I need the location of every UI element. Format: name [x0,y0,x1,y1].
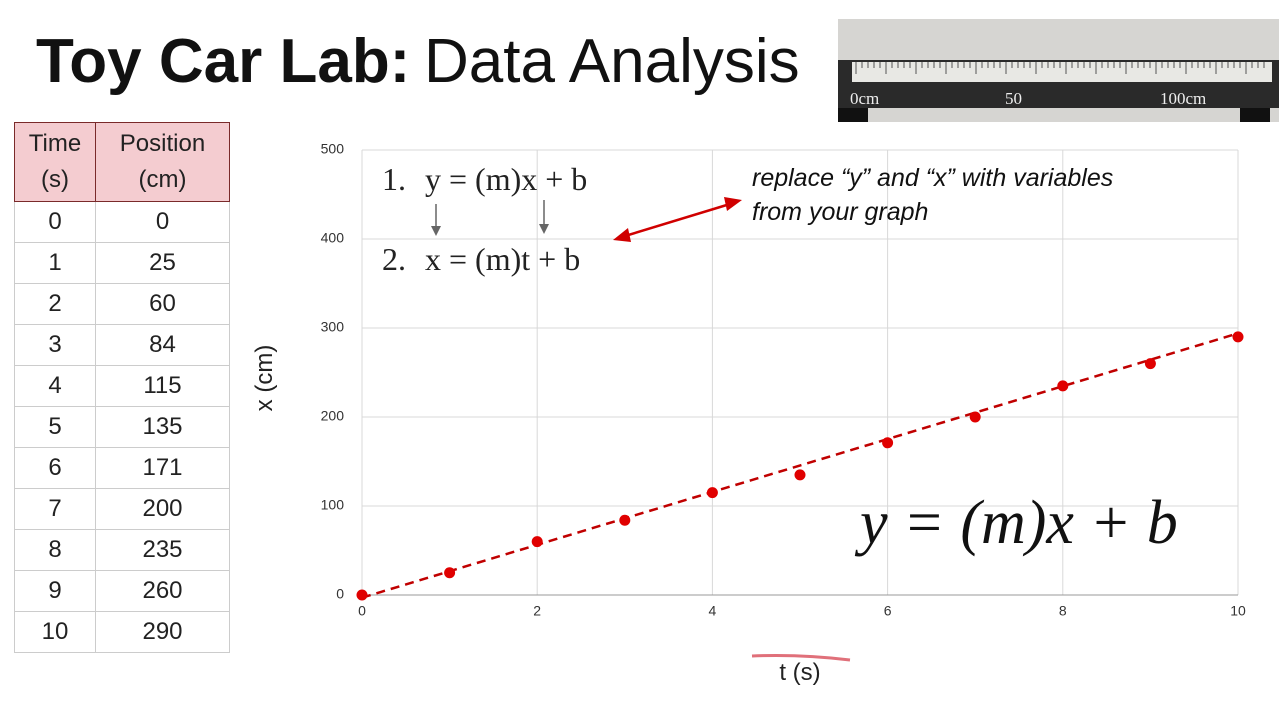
data-point [1057,380,1069,392]
y-axis-label: x (cm) [251,345,278,412]
table-cell: 3 [14,324,96,366]
step-number: 2. [382,241,406,277]
step-number: 1. [382,161,406,197]
data-point [969,411,981,423]
table-cell: 290 [95,611,230,653]
ruler-label: 100cm [1160,89,1206,108]
data-point [706,487,718,499]
ruler [852,62,1272,82]
table-cell: 1 [14,242,96,284]
data-point [1144,358,1156,370]
table-cell: 235 [95,529,230,571]
note: replace “y” and “x” with variables [752,164,1113,192]
data-point [444,567,456,579]
table-header: Position (cm) [95,122,230,202]
data-point [531,536,543,548]
y-tick-label: 100 [321,497,345,513]
ruler-label: 50 [1005,89,1022,108]
table-cell: 8 [14,529,96,571]
note: from your graph [752,198,928,226]
table-cell: 260 [95,570,230,612]
table-cell: 4 [14,365,96,407]
y-tick-label: 500 [321,141,345,157]
table-cell: 10 [14,611,96,653]
table-cell: 115 [95,365,230,407]
x-tick-label: 8 [1059,603,1067,619]
down-arrows [431,200,549,236]
table-cell: 135 [95,406,230,448]
equation-step2: x = (m)t + b [425,241,580,277]
table-cell: 200 [95,488,230,530]
x-tick-label: 0 [358,603,366,619]
data-point [882,437,894,449]
x-tick-label: 10 [1230,603,1246,619]
table-header: Time (s) [14,122,96,202]
y-tick-label: 200 [321,408,345,424]
ruler-label: 0cm [850,89,879,108]
big-equation: y = (m)x + b [854,489,1178,557]
x-tick-label: 2 [533,603,541,619]
table-cell: 6 [14,447,96,489]
x-tick-label: 4 [709,603,717,619]
table-cell: 5 [14,406,96,448]
photo-leg [838,108,868,122]
y-tick-label: 0 [336,586,344,602]
x-axis-label: t (s) [779,659,820,686]
x-tick-label: 6 [884,603,892,619]
table-cell: 25 [95,242,230,284]
table-cell: 2 [14,283,96,325]
data-table: Time (s) Position (cm) 0 0 1 25 2 60 3 84 4 115 5 1… [14,122,230,653]
title-bold: Toy Car Lab: [36,27,410,96]
pen-stroke [751,654,851,662]
table-cell: 84 [95,324,230,366]
trendline [361,332,1239,599]
data-point [1232,331,1244,343]
table-cell: 60 [95,283,230,325]
equation-step1: y = (m)x + b [425,161,587,197]
table-cell: 0 [14,201,96,243]
y-tick-label: 300 [321,319,345,335]
table-cell: 9 [14,570,96,612]
table-cell: 171 [95,447,230,489]
title-rest: Data Analysis [424,27,800,96]
y-tick-label: 400 [321,230,345,246]
data-point [794,469,806,481]
data-point [619,514,631,526]
photo-leg [1240,108,1270,122]
table-cell: 0 [95,201,230,243]
red-arrow [613,197,742,242]
table-cell: 7 [14,488,96,530]
data-point [356,589,368,601]
